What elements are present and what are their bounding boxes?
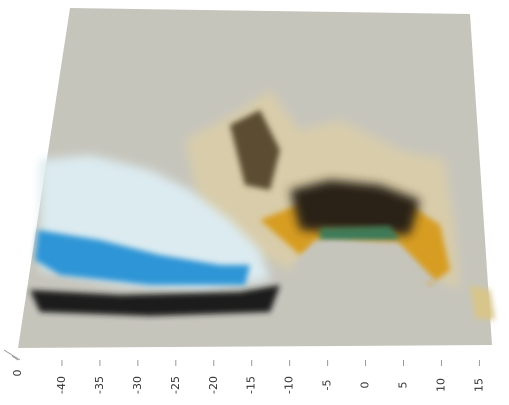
x-tick-label: -15 [245, 376, 258, 394]
x-tick-label: -30 [131, 376, 144, 394]
x-tick-label: -20 [207, 376, 220, 394]
x-tick-label: 0 [359, 382, 372, 389]
axis-line [4, 350, 20, 360]
x-tick-label: 10 [434, 378, 447, 392]
x-tick-label: 15 [472, 378, 485, 392]
x-tick-label: -35 [93, 376, 106, 394]
chart: -40 -35 -30 -25 -20 -15 -10 -5 0 5 10 15 0 [0, 0, 509, 405]
x-tick-label: -5 [321, 380, 334, 391]
y-tick-label: 0 [11, 370, 24, 377]
x-tick-label: 5 [397, 382, 410, 389]
x-tick-label: -25 [169, 376, 182, 394]
x-tick-label: -10 [283, 376, 296, 394]
x-tick-label: -40 [55, 376, 68, 394]
